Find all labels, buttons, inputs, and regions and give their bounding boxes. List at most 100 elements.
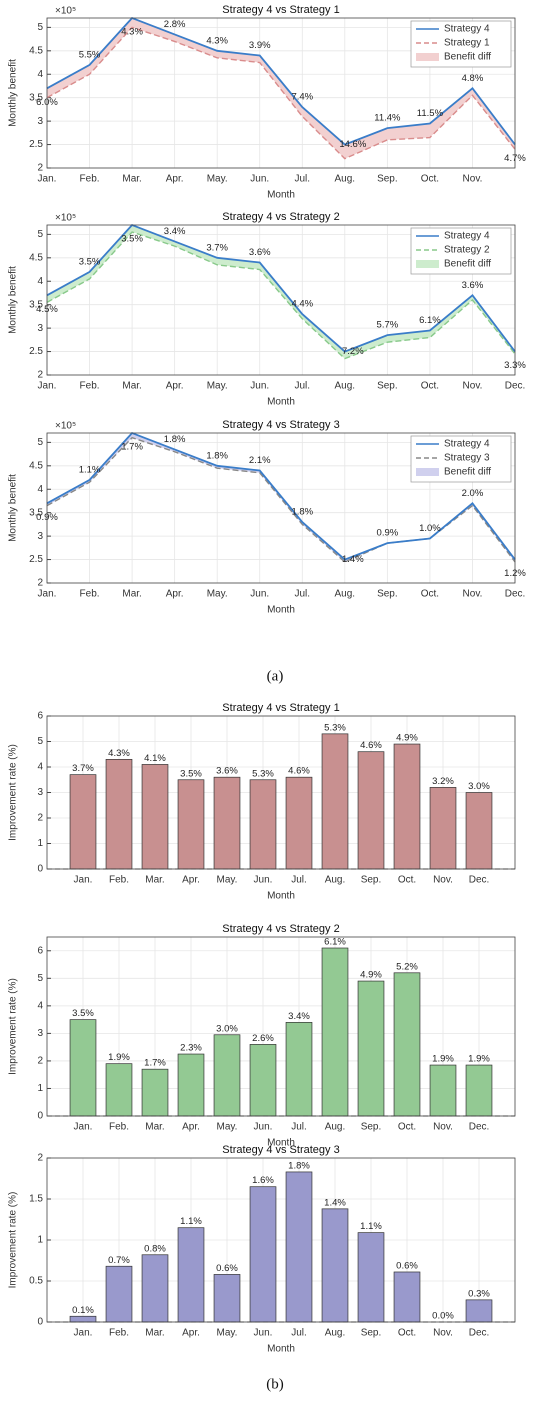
bar xyxy=(357,751,385,870)
y-tick-label: 2.5 xyxy=(29,139,43,150)
bar xyxy=(213,1034,241,1117)
bar-annotation: 4.3% xyxy=(108,748,130,759)
y-tick-label: 2 xyxy=(37,1056,43,1067)
bar xyxy=(357,980,385,1117)
x-tick-label: Jun. xyxy=(250,381,269,392)
bar-annotation: 3.0% xyxy=(216,1023,238,1034)
x-tick-label: Oct. xyxy=(421,174,439,185)
x-tick-label: Mar. xyxy=(122,174,141,185)
x-tick-label: Apr. xyxy=(166,381,184,392)
chart-title: Strategy 4 vs Strategy 3 xyxy=(222,419,339,431)
diff-annotation: 11.4% xyxy=(374,113,401,124)
bar-annotation: 4.6% xyxy=(288,766,310,777)
x-tick-label: Apr. xyxy=(182,1122,200,1133)
bar xyxy=(105,1063,133,1117)
bar-annotation: 3.5% xyxy=(72,1008,94,1019)
diff-annotation: 1.7% xyxy=(121,442,143,453)
x-tick-label: Feb. xyxy=(109,1328,129,1339)
y-tick-label: 4 xyxy=(37,276,43,287)
y-tick-label: 1 xyxy=(37,838,43,849)
x-tick-label: Feb. xyxy=(80,589,100,600)
x-tick-label: Jul. xyxy=(294,174,310,185)
x-tick-label: May. xyxy=(217,1328,238,1339)
bar xyxy=(321,947,349,1117)
y-tick-label: 2 xyxy=(37,163,43,174)
x-tick-label: Jun. xyxy=(254,1122,273,1133)
bar xyxy=(429,1064,457,1117)
bar xyxy=(285,1022,313,1117)
bar xyxy=(105,1265,133,1323)
y-tick-label: 5 xyxy=(37,973,43,984)
bar-annotation: 6.1% xyxy=(324,937,346,948)
y-axis-label: Improvement rate (%) xyxy=(8,744,19,841)
x-tick-label: Jan. xyxy=(74,1328,93,1339)
bar-annotation: 1.8% xyxy=(288,1160,310,1171)
bar xyxy=(429,787,457,870)
x-tick-label: Nov. xyxy=(433,875,453,886)
bar xyxy=(213,776,241,870)
bar-annotation: 1.1% xyxy=(360,1221,382,1232)
x-tick-label: Jan. xyxy=(74,875,93,886)
legend-label: Strategy 4 xyxy=(444,24,490,35)
bar-annotation: 0.7% xyxy=(108,1255,130,1266)
y-multiplier: ×10⁵ xyxy=(55,421,76,432)
panel-label: (b) xyxy=(266,1376,284,1392)
bar xyxy=(393,1271,421,1323)
diff-annotation: 1.0% xyxy=(419,523,441,534)
y-tick-label: 5 xyxy=(37,22,43,33)
chart-title: Strategy 4 vs Strategy 3 xyxy=(222,1144,339,1156)
bar-annotation: 3.7% xyxy=(72,763,94,774)
x-tick-label: Apr. xyxy=(182,875,200,886)
y-tick-label: 2.5 xyxy=(29,346,43,357)
legend-label: Benefit diff xyxy=(444,467,491,478)
diff-annotation: 3.5% xyxy=(79,256,101,267)
legend-label: Benefit diff xyxy=(444,52,491,63)
y-tick-label: 3 xyxy=(37,323,43,334)
bar-annotation: 1.1% xyxy=(180,1216,202,1227)
bar-annotation: 4.1% xyxy=(144,753,166,764)
y-tick-label: 4 xyxy=(37,484,43,495)
x-tick-label: Feb. xyxy=(80,381,100,392)
diff-annotation: 2.1% xyxy=(249,455,271,466)
benefit-diff-area xyxy=(47,225,515,359)
x-tick-label: Jun. xyxy=(254,1328,273,1339)
y-tick-label: 2 xyxy=(37,1153,43,1164)
y-tick-label: 1 xyxy=(37,1083,43,1094)
diff-annotation: 1.8% xyxy=(206,450,228,461)
x-tick-label: Jun. xyxy=(254,875,273,886)
diff-annotation: 1.4% xyxy=(342,554,364,565)
bar-annotation: 5.3% xyxy=(252,768,274,779)
bar xyxy=(141,764,169,870)
diff-annotation: 4.8% xyxy=(462,73,484,84)
x-axis-label: Month xyxy=(267,190,295,201)
y-tick-label: 4 xyxy=(37,762,43,773)
chart-title: Strategy 4 vs Strategy 1 xyxy=(222,702,339,714)
bar xyxy=(285,1171,313,1323)
x-tick-label: Jan. xyxy=(38,589,57,600)
x-tick-label: Jul. xyxy=(291,1122,307,1133)
y-tick-label: 4.5 xyxy=(29,45,43,56)
bar-annotation: 2.3% xyxy=(180,1043,202,1054)
bar xyxy=(465,792,493,870)
y-tick-label: 5 xyxy=(37,229,43,240)
x-tick-label: Aug. xyxy=(325,875,346,886)
bar xyxy=(69,1315,97,1323)
legend-swatch xyxy=(416,53,439,61)
x-tick-label: Jul. xyxy=(291,1328,307,1339)
diff-annotation: 1.8% xyxy=(164,434,186,445)
y-tick-label: 2 xyxy=(37,813,43,824)
x-tick-label: Aug. xyxy=(325,1328,346,1339)
bar-annotation: 2.6% xyxy=(252,1033,274,1044)
x-tick-label: Feb. xyxy=(80,174,100,185)
bar xyxy=(213,1274,241,1323)
bar xyxy=(177,1227,205,1323)
x-tick-label: Nov. xyxy=(463,381,483,392)
bar xyxy=(69,774,97,870)
y-multiplier: ×10⁵ xyxy=(55,6,76,17)
x-tick-label: Jun. xyxy=(250,174,269,185)
chart-title: Strategy 4 vs Strategy 1 xyxy=(222,4,339,16)
x-tick-label: Sep. xyxy=(361,1328,382,1339)
diff-annotation: 3.5% xyxy=(121,234,143,245)
x-axis-label: Month xyxy=(267,1344,295,1355)
